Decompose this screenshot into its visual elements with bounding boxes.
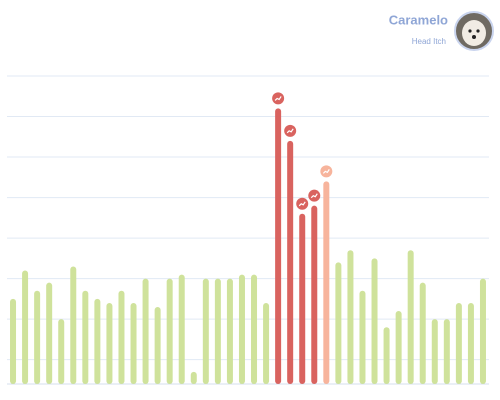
bar — [58, 319, 65, 384]
flare-glyph — [286, 128, 294, 134]
bar — [311, 205, 318, 384]
bar — [299, 213, 306, 384]
bar — [323, 181, 330, 384]
avatar-nose — [472, 35, 476, 39]
bar — [214, 278, 221, 384]
bar — [130, 302, 137, 384]
bar — [479, 278, 486, 384]
bar — [190, 371, 197, 384]
bar — [94, 298, 101, 384]
bar — [10, 298, 17, 384]
bar — [251, 274, 258, 384]
bar — [178, 274, 185, 384]
flare-marker — [308, 189, 321, 202]
bar — [407, 250, 414, 384]
pet-name: Caramelo — [389, 12, 448, 27]
bar — [431, 319, 438, 384]
flare-marker — [284, 124, 297, 137]
bar — [371, 258, 378, 384]
flare-marker — [296, 197, 309, 210]
bar — [383, 327, 390, 384]
avatar[interactable] — [454, 11, 494, 51]
bar — [82, 290, 89, 384]
bar — [275, 108, 282, 384]
symptom: Head Itch — [412, 37, 446, 46]
bar — [142, 278, 149, 384]
bar — [34, 290, 41, 384]
bar — [467, 302, 474, 384]
bar — [419, 282, 426, 384]
bar — [263, 302, 270, 384]
bar — [455, 302, 462, 384]
avatar-face — [462, 20, 486, 46]
bar — [154, 307, 161, 384]
bar — [443, 319, 450, 384]
bar — [118, 290, 125, 384]
bar — [335, 262, 342, 384]
flare-glyph — [322, 169, 330, 174]
flare-marker — [272, 92, 285, 105]
bar — [347, 250, 354, 384]
avatar-eye — [468, 29, 472, 33]
bar — [22, 270, 29, 384]
flare-marker — [320, 165, 333, 178]
bar — [359, 290, 366, 384]
bar — [166, 278, 173, 384]
bar — [287, 140, 294, 384]
bar — [226, 278, 233, 384]
flare-glyph — [310, 193, 318, 199]
bar — [70, 266, 77, 384]
flare-glyph — [298, 201, 306, 207]
bar — [46, 282, 53, 384]
bar — [202, 278, 209, 384]
bar — [106, 302, 113, 384]
avatar-eye — [476, 29, 480, 33]
flare-glyph — [274, 96, 282, 101]
bar — [395, 311, 402, 384]
bar — [238, 274, 245, 384]
